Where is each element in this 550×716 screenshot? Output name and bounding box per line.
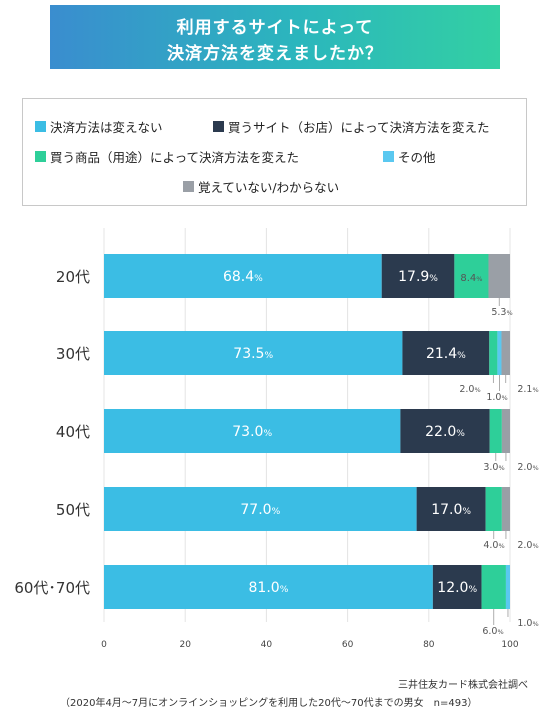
legend-label: 買うサイト（お店）によって決済方法を変えた	[228, 120, 490, 135]
bar-segment	[381, 254, 455, 298]
data-label: 2.1%	[517, 384, 538, 395]
bar-segment	[454, 254, 489, 298]
data-label: 2.0%	[459, 384, 480, 395]
legend-swatch	[35, 121, 46, 132]
data-label: 17.9%	[398, 269, 438, 285]
category-label: 60代･70代	[14, 579, 90, 597]
x-tick-label: 100	[501, 640, 518, 650]
x-tick-label: 40	[261, 640, 273, 650]
data-label: 6.0%	[482, 626, 503, 637]
x-tick-label: 0	[101, 640, 107, 650]
legend-label: 覚えていない/わからない	[198, 180, 340, 195]
bar-segment	[501, 409, 510, 453]
title-banner: 利用するサイトによって 決済方法を変えましたか？	[50, 5, 500, 69]
bar-segment	[485, 487, 502, 531]
chart-title-line1: 利用するサイトによって	[176, 18, 374, 38]
data-label: 4.0%	[483, 540, 504, 551]
bar-segment	[104, 409, 401, 453]
category-label: 50代	[56, 501, 90, 519]
data-label: 68.4%	[223, 269, 263, 285]
bar-segment	[400, 409, 490, 453]
bar-segment	[104, 254, 382, 298]
category-label: 20代	[56, 268, 90, 286]
x-tick-label: 80	[423, 640, 435, 650]
bar-segment	[104, 331, 403, 375]
legend: 決済方法は変えない 買うサイト（お店）によって決済方法を変えた 買う商品（用途）…	[22, 98, 527, 206]
data-label: 2.0%	[517, 462, 538, 473]
legend-label: 買う商品（用途）によって決済方法を変えた	[50, 150, 300, 165]
footnote: （2020年4月～7月にオンラインショッピングを利用した20代～70代までの男女…	[60, 698, 478, 709]
chart-title-line2: 決済方法を変えましたか？	[167, 44, 383, 64]
stacked-bar-chart: 0 20 40 60 80 100 20代 30代 40代 50代 60代･70代 68.4% 17.9…	[14, 228, 539, 650]
data-label: 5.3%	[491, 307, 512, 318]
bar-segment	[416, 487, 486, 531]
data-label: 81.0%	[249, 580, 289, 596]
x-tick-label: 20	[179, 640, 191, 650]
bar-segment	[489, 331, 498, 375]
bar-segment	[432, 565, 482, 609]
bar-segment	[501, 487, 510, 531]
data-label: 1.0%	[517, 618, 538, 629]
data-label: 17.0%	[431, 502, 471, 518]
category-label: 30代	[56, 345, 90, 363]
bar-segment	[488, 254, 510, 298]
bar-segment	[505, 565, 510, 609]
bar-segment	[402, 331, 490, 375]
legend-item-dont-remember: 覚えていない/わからない	[183, 177, 339, 196]
legend-swatch	[183, 181, 194, 192]
legend-item-by-site: 買うサイト（お店）によって決済方法を変えた	[213, 117, 490, 136]
data-label: 1.0%	[486, 392, 507, 403]
bar-segment	[481, 565, 506, 609]
x-tick-label: 60	[342, 640, 354, 650]
source-note: 三井住友カード株式会社調べ	[398, 680, 528, 691]
legend-item-no-change: 決済方法は変えない	[35, 117, 163, 136]
data-label: 22.0%	[425, 424, 465, 440]
data-label: 3.0%	[483, 462, 504, 473]
legend-item-by-product: 買う商品（用途）によって決済方法を変えた	[35, 147, 299, 166]
bar-segment	[497, 331, 502, 375]
legend-swatch	[35, 151, 46, 162]
data-label: 77.0%	[240, 502, 280, 518]
data-label: 12.0%	[437, 580, 477, 596]
legend-label: 決済方法は変えない	[50, 120, 163, 135]
data-label: 73.0%	[232, 424, 272, 440]
data-label: 73.5%	[233, 346, 273, 362]
bar-segment	[104, 487, 417, 531]
bar-segment	[489, 409, 502, 453]
legend-label: その他	[398, 150, 436, 165]
legend-item-other: その他	[383, 147, 436, 166]
legend-swatch	[383, 151, 394, 162]
data-label: 2.0%	[517, 540, 538, 551]
category-label: 40代	[56, 423, 90, 441]
bar-segment	[501, 331, 510, 375]
legend-swatch	[213, 121, 224, 132]
data-label: 21.4%	[426, 346, 466, 362]
bar-segment	[104, 565, 433, 609]
data-label: 8.4%	[460, 273, 482, 284]
